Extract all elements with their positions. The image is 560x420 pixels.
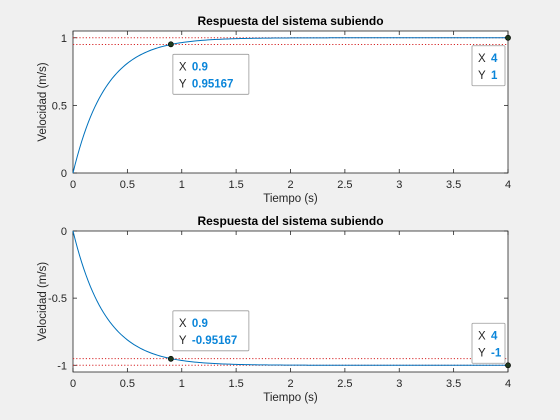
subplot-2: 0 0.5 1 1.5 2 2.5 3 3.5 4 0 -0.5 -1 Respuesta del si… xyxy=(37,214,511,404)
x-tick-label: 1 xyxy=(179,179,185,191)
x-tick-label: 1.5 xyxy=(228,378,243,390)
y-tick-label: 0 xyxy=(61,168,67,180)
y-tick-label: -1 xyxy=(57,360,67,372)
x-tick-label: 2 xyxy=(287,179,293,191)
y-tick-label: 0 xyxy=(61,226,67,238)
chart-title: Respuesta del sistema subiendo xyxy=(197,214,383,228)
datatip: X 4Y -1 xyxy=(471,322,506,364)
x-axis-label: Tiempo (s) xyxy=(263,193,318,205)
x-tick-label: 3 xyxy=(396,179,402,191)
datatip-y-value: 0.95167 xyxy=(192,78,234,90)
datatip-box xyxy=(471,322,506,364)
datatip-x-key: X xyxy=(179,318,187,330)
datatip-marker xyxy=(167,41,174,48)
y-tick-label: 1 xyxy=(61,33,67,45)
datatip-y-key: Y xyxy=(179,335,187,347)
datatip: X 0.9 Y 0.95167 xyxy=(172,53,250,95)
x-tick-label: 3.5 xyxy=(446,378,461,390)
datatip-y-key: Y xyxy=(478,70,486,82)
y-axis-label: Velocidad (m/s) xyxy=(37,262,49,341)
x-tick-label: 0.5 xyxy=(120,378,135,390)
chart-title: Respuesta del sistema subiendo xyxy=(197,14,383,28)
plot-area xyxy=(72,30,509,174)
x-tick-label: 0 xyxy=(70,179,76,191)
x-tick-label: 2.5 xyxy=(337,378,352,390)
datatip-y-value: 1 xyxy=(491,70,498,82)
datatip-y-value: -1 xyxy=(491,347,502,359)
datatip: X 4Y 1 xyxy=(471,45,506,87)
datatip-box xyxy=(172,310,250,352)
datatip: X 0.9 Y -0.95167 xyxy=(172,310,250,352)
datatip-marker xyxy=(167,355,174,362)
x-tick-label: 1 xyxy=(179,378,185,390)
x-tick-label: 1.5 xyxy=(228,179,243,191)
x-tick-label: 2.5 xyxy=(337,179,352,191)
datatip-y-key: Y xyxy=(179,78,187,90)
datatip-marker xyxy=(505,34,511,41)
x-tick-label: 0 xyxy=(70,378,76,390)
x-tick-label: 3.5 xyxy=(446,179,461,191)
datatip-x-value: 4 xyxy=(491,330,498,342)
datatip-x-key: X xyxy=(478,330,486,342)
y-axis-label: Velocidad (m/s) xyxy=(37,62,49,141)
datatip-x-value: 0.9 xyxy=(192,318,208,330)
x-tick-label: 2 xyxy=(287,378,293,390)
datatip-marker xyxy=(505,362,511,369)
series-line xyxy=(72,37,508,174)
x-tick-label: 4 xyxy=(505,179,511,191)
datatip-box xyxy=(471,45,506,87)
datatip-box xyxy=(172,53,250,95)
datatip-x-key: X xyxy=(478,53,486,65)
subplot-1: 0 0.5 1 1.5 2 2.5 3 3.5 4 0 0.5 1 Respuesta del sist… xyxy=(37,14,511,205)
x-axis-label: Tiempo (s) xyxy=(263,392,318,404)
x-tick-label: 3 xyxy=(396,378,402,390)
y-tick-label: 0.5 xyxy=(52,100,67,112)
y-tick-label: -0.5 xyxy=(48,293,67,305)
datatip-x-value: 0.9 xyxy=(192,61,208,73)
datatip-x-value: 4 xyxy=(491,53,498,65)
datatip-x-key: X xyxy=(179,61,187,73)
x-tick-label: 4 xyxy=(505,378,511,390)
plot-area xyxy=(72,230,509,373)
datatip-y-value: -0.95167 xyxy=(192,335,237,347)
series-line xyxy=(72,230,508,366)
datatip-y-key: Y xyxy=(478,347,486,359)
x-tick-label: 0.5 xyxy=(120,179,135,191)
